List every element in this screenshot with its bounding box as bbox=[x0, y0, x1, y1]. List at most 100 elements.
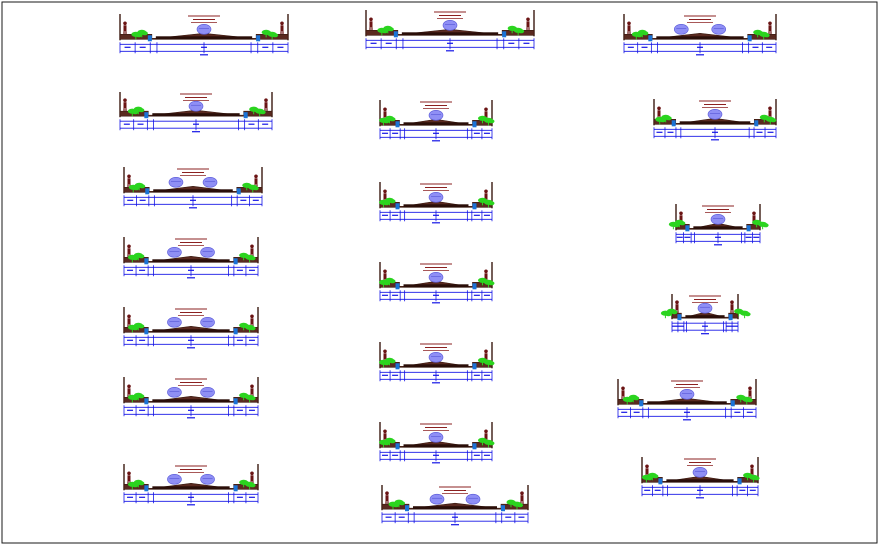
dimension-lines bbox=[675, 232, 761, 246]
tree-icon bbox=[668, 221, 680, 230]
road-cross-section bbox=[379, 182, 495, 224]
vehicle-body bbox=[711, 23, 727, 35]
pedestrian-body bbox=[250, 248, 254, 255]
tree-canopy bbox=[744, 312, 751, 317]
road-cross-section bbox=[123, 464, 259, 506]
road-cross-section bbox=[617, 379, 757, 421]
pedestrian-body bbox=[250, 318, 254, 325]
tree-canopy bbox=[488, 201, 495, 206]
section-title-block bbox=[684, 15, 716, 23]
carriageway-slab bbox=[403, 284, 469, 288]
tree-canopy bbox=[652, 474, 659, 479]
pedestrian-head bbox=[250, 384, 254, 389]
pedestrian-head bbox=[127, 244, 131, 249]
tree-icon bbox=[483, 117, 495, 126]
drain-icon bbox=[501, 505, 505, 512]
drain-icon bbox=[243, 112, 248, 119]
tree-icon bbox=[131, 31, 142, 40]
tree-canopy bbox=[488, 281, 495, 286]
pedestrian-head bbox=[679, 211, 683, 216]
tree-canopy bbox=[387, 27, 394, 32]
vehicle-icon bbox=[167, 247, 182, 258]
tree-canopy bbox=[646, 476, 653, 481]
vehicle-body bbox=[196, 23, 212, 35]
tree-icon bbox=[127, 394, 139, 403]
tree-icon bbox=[245, 324, 256, 333]
pedestrian-body bbox=[383, 433, 387, 440]
dimension-lines bbox=[379, 370, 493, 384]
tree-canopy bbox=[642, 31, 649, 36]
drain-icon bbox=[648, 35, 653, 42]
carriageway-slab bbox=[413, 506, 497, 510]
tree-icon bbox=[758, 221, 769, 230]
vehicle-body bbox=[707, 109, 723, 120]
pedestrian-body bbox=[250, 388, 254, 395]
section-title-block bbox=[420, 101, 452, 109]
carriageway-slab bbox=[656, 36, 744, 40]
pedestrian-body bbox=[123, 102, 127, 109]
section-title-block bbox=[420, 183, 452, 191]
sections-layer bbox=[119, 10, 777, 526]
tree-icon bbox=[127, 481, 139, 490]
dimension-lines bbox=[617, 407, 757, 421]
drain-icon bbox=[233, 398, 238, 405]
road-cross-section bbox=[119, 14, 289, 56]
vehicle-icon bbox=[167, 473, 182, 485]
tree-canopy bbox=[763, 33, 770, 38]
dimension-lines bbox=[381, 512, 529, 526]
drain-icon bbox=[658, 478, 663, 485]
carriageway-slab bbox=[153, 189, 233, 193]
tree-icon bbox=[483, 439, 495, 448]
pedestrian-body bbox=[254, 178, 258, 185]
vehicle-body bbox=[200, 316, 215, 328]
dimension-lines bbox=[379, 128, 493, 142]
section-title-block bbox=[175, 308, 207, 316]
drain-icon bbox=[233, 485, 238, 492]
drain-icon bbox=[145, 188, 150, 195]
drain-icon bbox=[746, 225, 751, 232]
tree-icon bbox=[245, 254, 256, 263]
drain-icon bbox=[472, 121, 477, 128]
tree-canopy bbox=[139, 184, 146, 189]
drain-icon bbox=[395, 121, 400, 128]
vehicle-icon bbox=[200, 247, 215, 258]
pedestrian-head bbox=[768, 106, 772, 111]
carriageway-slab bbox=[685, 315, 725, 319]
carriageway-slab bbox=[152, 113, 240, 117]
tree-canopy bbox=[383, 441, 390, 446]
drain-icon bbox=[728, 314, 733, 321]
tree-icon bbox=[245, 481, 256, 490]
tree-canopy bbox=[272, 33, 279, 38]
pedestrian-head bbox=[526, 17, 530, 22]
carriageway-slab bbox=[693, 226, 743, 230]
vehicle-body bbox=[429, 493, 445, 505]
carriageway-slab bbox=[152, 399, 230, 403]
tree-canopy bbox=[383, 119, 390, 124]
tree-icon bbox=[660, 310, 672, 319]
pedestrian-body bbox=[280, 25, 284, 32]
tree-icon bbox=[379, 199, 390, 208]
tree-icon bbox=[483, 199, 495, 208]
carriageway-slab bbox=[403, 204, 469, 208]
tree-canopy bbox=[659, 118, 666, 123]
tree-canopy bbox=[746, 398, 753, 403]
carriageway-slab bbox=[403, 122, 469, 126]
tree-canopy bbox=[488, 119, 495, 124]
dimension-lines bbox=[365, 38, 535, 52]
carriageway-slab bbox=[152, 259, 230, 263]
section-title-block bbox=[175, 238, 207, 246]
tree-canopy bbox=[132, 326, 139, 331]
pedestrian-head bbox=[752, 211, 756, 216]
section-title-block bbox=[671, 380, 703, 388]
drain-icon bbox=[144, 485, 149, 492]
pedestrian-head bbox=[385, 491, 389, 496]
vehicle-body bbox=[428, 110, 444, 121]
vehicle-icon bbox=[428, 351, 444, 363]
vehicle-icon bbox=[196, 23, 212, 35]
dimension-lines bbox=[123, 405, 259, 419]
drain-icon bbox=[639, 400, 644, 407]
tree-icon bbox=[765, 116, 777, 125]
vehicle-body bbox=[167, 473, 182, 485]
pedestrian-head bbox=[657, 106, 661, 111]
